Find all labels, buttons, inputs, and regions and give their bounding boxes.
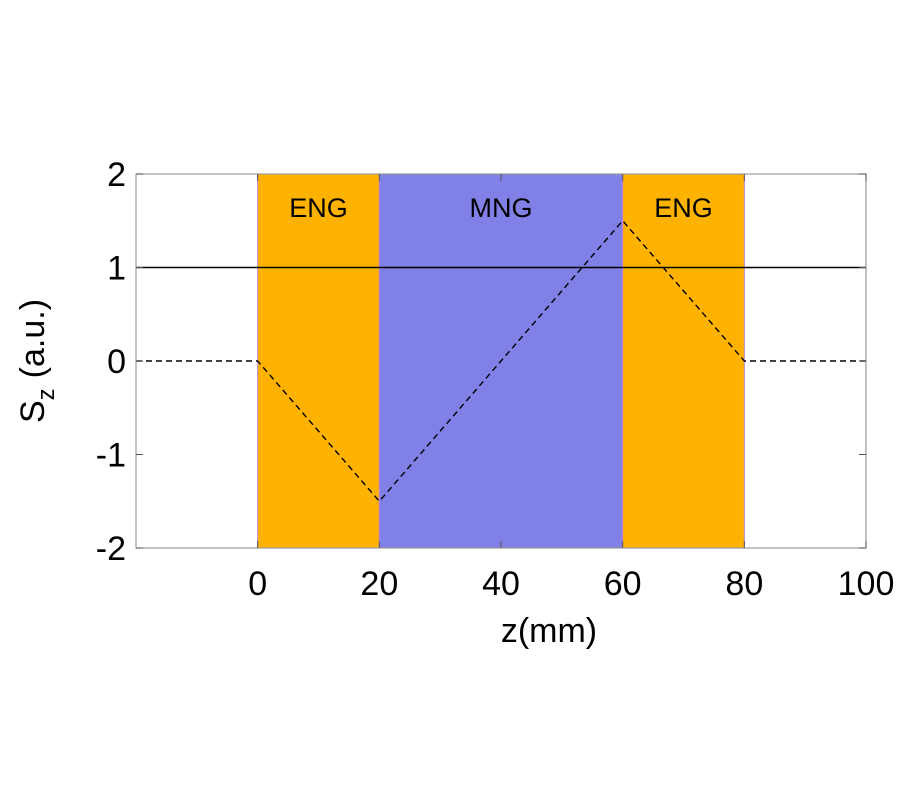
x-tick-label: 40 [482,565,520,603]
region-band-1 [257,173,380,549]
region-label-2: MNG [470,193,533,223]
y-axis-title-main: S [14,400,52,423]
region-band-3 [622,173,745,549]
y-tick-label: 2 [107,156,126,194]
y-tick-label: -1 [96,437,126,475]
ticks: 0 20 40 60 80 100 -2 -1 0 1 2 [96,156,895,603]
y-tick-label: -2 [96,530,126,568]
x-axis-title: z(mm) [501,612,597,650]
y-tick-label: 1 [107,250,126,288]
x-tick-label: 80 [725,565,763,603]
region-label-1: ENG [289,193,348,223]
region-label-3: ENG [654,193,713,223]
y-axis-title: Sz (a.u.) [14,299,60,423]
series [136,219,866,503]
y-tick-label: 0 [107,343,126,381]
x-tick-label: 20 [360,565,398,603]
x-tick-label: 0 [248,565,267,603]
y-axis-title-unit: (a.u.) [14,299,52,378]
x-tick-label: 100 [838,565,895,603]
x-tick-label: 60 [604,565,642,603]
y-axis-title-subscript: z [33,388,60,400]
series-line-2-dashed [136,219,866,503]
